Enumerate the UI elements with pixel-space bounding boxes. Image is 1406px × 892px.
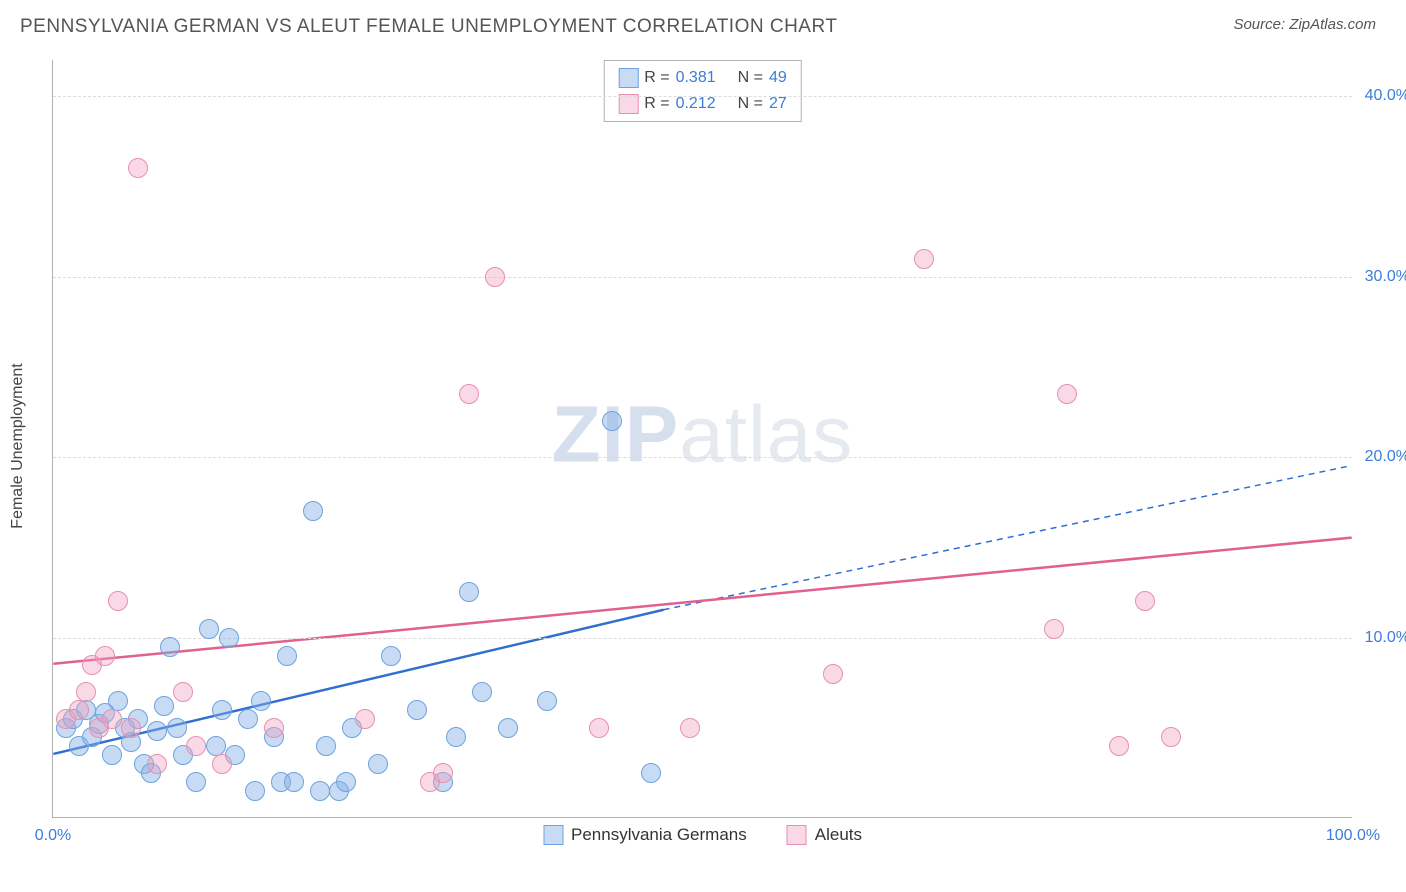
data-point — [264, 718, 284, 738]
data-point — [1044, 619, 1064, 639]
r-value: 0.381 — [676, 65, 716, 91]
data-point — [680, 718, 700, 738]
data-point — [407, 700, 427, 720]
gridline — [53, 457, 1352, 458]
data-point — [245, 781, 265, 801]
data-point — [206, 736, 226, 756]
data-point — [277, 646, 297, 666]
y-tick-label: 20.0% — [1365, 448, 1406, 466]
data-point — [95, 646, 115, 666]
legend-item: Pennsylvania Germans — [543, 825, 747, 845]
legend: Pennsylvania Germans Aleuts — [543, 825, 862, 845]
legend-swatch — [787, 825, 807, 845]
data-point — [641, 763, 661, 783]
legend-label: Aleuts — [815, 825, 862, 845]
y-axis-label: Female Unemployment — [9, 363, 27, 528]
watermark-bold: ZIP — [552, 389, 679, 478]
chart-title: PENNSYLVANIA GERMAN VS ALEUT FEMALE UNEM… — [20, 16, 837, 38]
n-value: 27 — [769, 91, 787, 117]
legend-item: Aleuts — [787, 825, 862, 845]
legend-swatch — [543, 825, 563, 845]
data-point — [537, 691, 557, 711]
data-point — [186, 736, 206, 756]
data-point — [212, 700, 232, 720]
data-point — [69, 700, 89, 720]
data-point — [212, 754, 232, 774]
plot-area: ZIPatlas R =0.381N =49R =0.212N =27 Penn… — [52, 60, 1352, 818]
data-point — [459, 582, 479, 602]
gridline — [53, 277, 1352, 278]
source-attribution: Source: ZipAtlas.com — [1233, 16, 1376, 33]
data-point — [284, 772, 304, 792]
data-point — [251, 691, 271, 711]
gridline — [53, 96, 1352, 97]
data-point — [167, 718, 187, 738]
series-swatch — [618, 68, 638, 88]
data-point — [147, 754, 167, 774]
data-point — [102, 709, 122, 729]
stats-row: R = 0.381 N =49 — [618, 65, 787, 91]
y-tick-label: 10.0% — [1365, 629, 1406, 647]
data-point — [498, 718, 518, 738]
trend-lines — [53, 60, 1352, 817]
data-point — [310, 781, 330, 801]
x-tick-label: 100.0% — [1326, 827, 1380, 845]
data-point — [108, 591, 128, 611]
data-point — [121, 718, 141, 738]
data-point — [238, 709, 258, 729]
data-point — [381, 646, 401, 666]
r-label: R = — [644, 65, 669, 91]
data-point — [823, 664, 843, 684]
y-tick-label: 40.0% — [1365, 87, 1406, 105]
n-label: N = — [738, 91, 763, 117]
data-point — [154, 696, 174, 716]
n-label: N = — [738, 65, 763, 91]
data-point — [336, 772, 356, 792]
data-point — [303, 501, 323, 521]
data-point — [433, 763, 453, 783]
chart-container: PENNSYLVANIA GERMAN VS ALEUT FEMALE UNEM… — [0, 0, 1406, 892]
data-point — [160, 637, 180, 657]
x-tick-label: 0.0% — [35, 827, 71, 845]
r-label: R = — [644, 91, 669, 117]
data-point — [147, 721, 167, 741]
data-point — [219, 628, 239, 648]
data-point — [459, 384, 479, 404]
y-tick-label: 30.0% — [1365, 268, 1406, 286]
data-point — [368, 754, 388, 774]
watermark: ZIPatlas — [552, 388, 853, 480]
data-point — [76, 682, 96, 702]
data-point — [173, 682, 193, 702]
data-point — [102, 745, 122, 765]
data-point — [1109, 736, 1129, 756]
data-point — [1135, 591, 1155, 611]
data-point — [914, 249, 934, 269]
data-point — [472, 682, 492, 702]
stats-box: R = 0.381 N =49 R = 0.212 N =27 — [603, 60, 802, 122]
data-point — [1057, 384, 1077, 404]
watermark-light: atlas — [679, 389, 853, 478]
data-point — [316, 736, 336, 756]
n-value: 49 — [769, 65, 787, 91]
data-point — [355, 709, 375, 729]
data-point — [485, 267, 505, 287]
data-point — [108, 691, 128, 711]
stats-row: R = 0.212 N =27 — [618, 91, 787, 117]
data-point — [199, 619, 219, 639]
data-point — [128, 158, 148, 178]
data-point — [186, 772, 206, 792]
data-point — [602, 411, 622, 431]
data-point — [1161, 727, 1181, 747]
data-point — [589, 718, 609, 738]
gridline — [53, 638, 1352, 639]
legend-label: Pennsylvania Germans — [571, 825, 747, 845]
data-point — [446, 727, 466, 747]
r-value: 0.212 — [676, 91, 716, 117]
